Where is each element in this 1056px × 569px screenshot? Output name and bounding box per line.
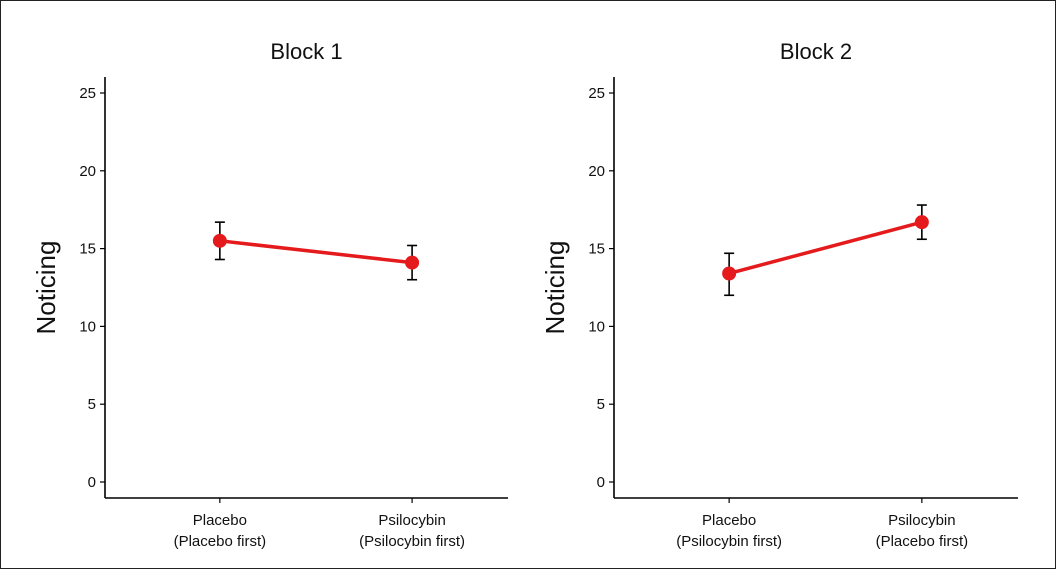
panel-2-x-tick-label-line: (Placebo first) [876, 533, 969, 550]
panel-1-title: Block 1 [270, 39, 342, 64]
panel-1-y-tick-label: 5 [88, 396, 96, 413]
panel-2-x-tick-label: Psilocybin (Placebo first) [876, 512, 969, 550]
panel-1-y-tick-label: 20 [79, 163, 96, 180]
panel-2-series-line [728, 220, 923, 276]
panel-1-x-tick-label-line: Psilocybin [378, 512, 446, 529]
panel-2-y-tick-label: 15 [588, 241, 605, 258]
panel-1-data-point [212, 233, 227, 248]
panel-1-y-tick-label: 0 [88, 474, 96, 491]
panel-1-x-tick-label: Psilocybin (Psilocybin first) [359, 512, 465, 550]
panel-1-x-tick-label-line: Placebo [193, 512, 247, 529]
panel-1-x-tick-label-line: (Placebo first) [174, 533, 267, 550]
panel-2-data-point [722, 266, 737, 281]
panel-2-x-tick-label-line: (Psilocybin first) [676, 533, 782, 550]
panel-2-y-tick-label: 5 [597, 396, 605, 413]
panel-2-x-tick-label-line: Placebo [702, 512, 756, 529]
panel-2-y-tick-label: 10 [588, 318, 605, 335]
panel-1-y-tick-label: 15 [79, 241, 96, 258]
panel-1-series-line [219, 239, 413, 265]
panel-2-y-tick-label: 0 [597, 474, 605, 491]
panel-1-y-tick-label: 25 [79, 85, 96, 102]
panel-2-y-tick-label: 20 [588, 163, 605, 180]
panel-2-x-tick-label: Placebo (Psilocybin first) [676, 512, 782, 550]
panel-2-x-tick-label-line: Psilocybin [888, 512, 956, 529]
panel-1-x-tick-label: Placebo (Placebo first) [174, 512, 267, 550]
panel-2-y-axis-title: Noticing [540, 241, 570, 335]
panel-2-data-point [914, 215, 929, 230]
panel-2-y-tick-label: 25 [588, 85, 605, 102]
panel-1-data-point [405, 255, 420, 270]
panel-2-title: Block 2 [780, 39, 852, 64]
panel-1-x-tick-label-line: (Psilocybin first) [359, 533, 465, 550]
panel-1-y-axis-title: Noticing [31, 241, 61, 335]
panel-1-y-tick-label: 10 [79, 318, 96, 335]
